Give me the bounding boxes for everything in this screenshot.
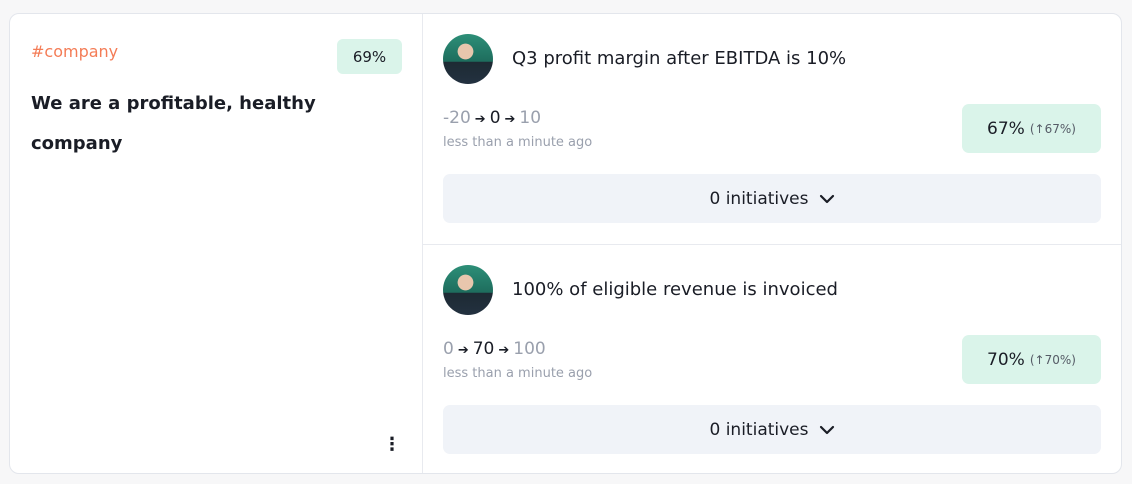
avatar [443, 34, 493, 84]
key-result-title[interactable]: Q3 profit margin after EBITDA is 10% [512, 48, 847, 69]
key-result: 100% of eligible revenue is invoiced 0 ➔ 7… [423, 244, 1121, 473]
key-result-values: 0 ➔ 70 ➔ 100 [443, 339, 546, 359]
key-result-title[interactable]: 100% of eligible revenue is invoiced [512, 279, 838, 300]
progress-badge[interactable]: 70% (↑70%) [962, 335, 1101, 384]
start-value: 0 [443, 339, 454, 359]
updated-time: less than a minute ago [443, 366, 593, 381]
target-value: 100 [513, 339, 546, 359]
initiatives-toggle[interactable]: 0 initiatives [443, 405, 1101, 454]
arrow-right-icon: ➔ [504, 112, 516, 127]
initiatives-label: 0 initiatives [709, 419, 809, 440]
initiatives-label: 0 initiatives [709, 188, 809, 209]
chevron-down-icon [819, 425, 834, 434]
progress-badge[interactable]: 67% (↑67%) [962, 104, 1101, 153]
current-value: 70 [472, 339, 495, 359]
arrow-right-icon: ➔ [474, 112, 486, 127]
progress-value: 70% [987, 349, 1025, 370]
updated-time: less than a minute ago [443, 135, 593, 150]
objective-panel: #company 69% We are a profitable, health… [10, 14, 423, 473]
objective-card: #company 69% We are a profitable, health… [9, 13, 1122, 474]
initiatives-toggle[interactable]: 0 initiatives [443, 174, 1101, 223]
more-options-icon[interactable]: ⋮ [383, 433, 401, 455]
key-result-values: -20 ➔ 0 ➔ 10 [443, 108, 541, 128]
arrow-right-icon: ➔ [498, 343, 510, 358]
chevron-down-icon [819, 194, 834, 203]
objective-tag[interactable]: #company [31, 42, 119, 61]
objective-progress-badge: 69% [337, 39, 402, 74]
arrow-right-icon: ➔ [457, 343, 469, 358]
key-result: Q3 profit margin after EBITDA is 10% -20… [423, 14, 1121, 244]
progress-value: 67% [987, 118, 1025, 139]
target-value: 10 [519, 108, 542, 128]
current-value: 0 [489, 108, 501, 128]
progress-change: (↑67%) [1029, 121, 1076, 136]
avatar [443, 265, 493, 315]
objective-title[interactable]: We are a profitable, healthy company [31, 93, 316, 154]
start-value: -20 [443, 108, 471, 128]
progress-change: (↑70%) [1029, 352, 1076, 367]
